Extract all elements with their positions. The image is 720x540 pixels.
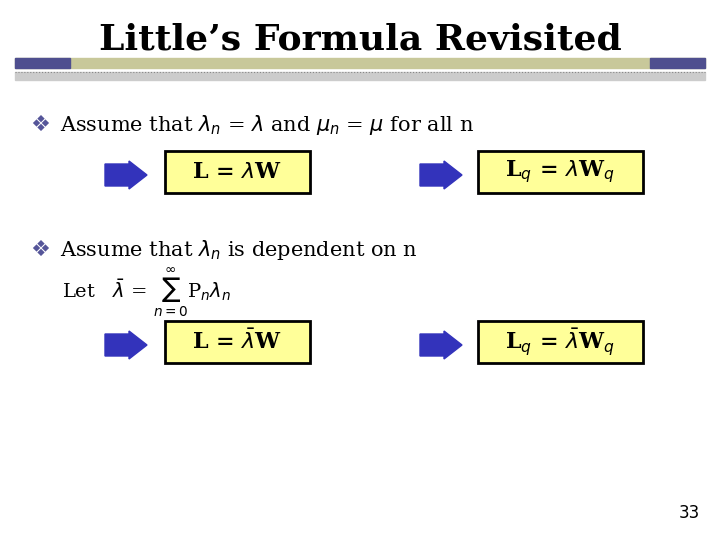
Text: L$_q$ = $\bar{\lambda}$W$_q$: L$_q$ = $\bar{\lambda}$W$_q$ — [505, 326, 616, 357]
Bar — [15, 72, 705, 80]
Text: 33: 33 — [679, 504, 700, 522]
Bar — [15, 58, 70, 68]
Text: Assume that $\lambda_n$ = $\lambda$ and $\mu_n$ = $\mu$ for all n: Assume that $\lambda_n$ = $\lambda$ and … — [60, 113, 474, 137]
FancyBboxPatch shape — [165, 321, 310, 363]
Text: L = $\bar{\lambda}$W: L = $\bar{\lambda}$W — [192, 330, 282, 354]
Text: Assume that $\lambda_n$ is dependent on n: Assume that $\lambda_n$ is dependent on … — [60, 238, 418, 262]
Text: Little’s Formula Revisited: Little’s Formula Revisited — [99, 23, 621, 57]
FancyArrow shape — [420, 331, 462, 359]
Text: L$_q$ = $\lambda$W$_q$: L$_q$ = $\lambda$W$_q$ — [505, 159, 616, 185]
FancyArrow shape — [105, 161, 147, 189]
Text: L = $\lambda$W: L = $\lambda$W — [192, 161, 282, 183]
Bar — [15, 58, 705, 68]
FancyBboxPatch shape — [478, 321, 643, 363]
Text: ❖: ❖ — [30, 115, 50, 135]
Text: ❖: ❖ — [30, 240, 50, 260]
Text: Let   $\bar{\lambda}$ = $\sum_{n=0}^{\infty}$P$_n\lambda_n$: Let $\bar{\lambda}$ = $\sum_{n=0}^{\inft… — [62, 266, 231, 319]
FancyArrow shape — [105, 331, 147, 359]
FancyArrow shape — [420, 161, 462, 189]
FancyBboxPatch shape — [165, 151, 310, 193]
FancyBboxPatch shape — [478, 151, 643, 193]
Bar — [650, 58, 705, 68]
